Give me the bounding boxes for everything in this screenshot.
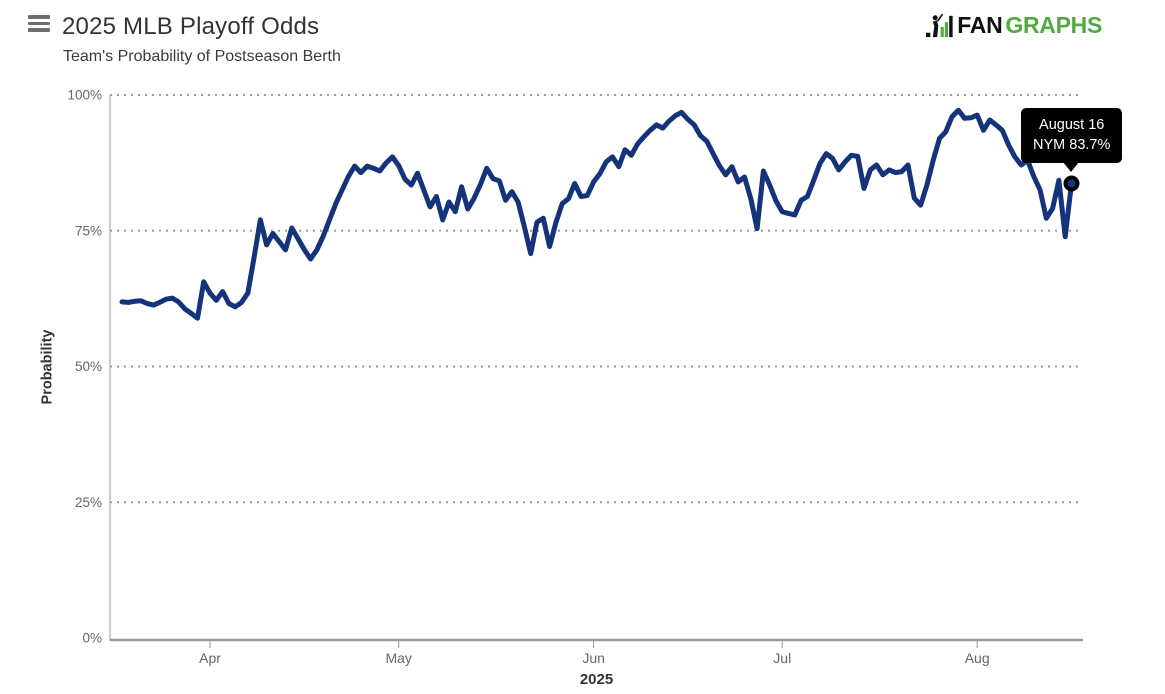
fangraphs-logo[interactable]: FAN GRAPHS <box>925 12 1102 39</box>
x-tick-label: Jun <box>582 650 605 666</box>
x-axis-year-label: 2025 <box>579 671 614 688</box>
page-title: 2025 MLB Playoff Odds <box>62 13 320 40</box>
x-tick-label: Jul <box>773 650 791 666</box>
tooltip-date: August 16 <box>1039 117 1105 133</box>
y-tick-label: 50% <box>75 359 102 374</box>
logo-text-graphs: GRAPHS <box>1005 12 1102 38</box>
highlighted-data-point[interactable] <box>1063 175 1080 192</box>
y-tick-label: 100% <box>67 88 102 103</box>
odds-series-line[interactable] <box>119 107 1074 321</box>
y-tick-label: 75% <box>75 223 102 238</box>
logo-text-fan: FAN <box>957 12 1003 38</box>
y-tick-label: 25% <box>75 495 102 510</box>
fangraphs-batter-icon <box>926 13 953 38</box>
y-tick-label: 0% <box>82 631 102 646</box>
x-tick-label: May <box>385 650 411 666</box>
x-tick-label: Apr <box>199 650 221 666</box>
x-tick-label: Aug <box>965 650 990 666</box>
page-subtitle: Team's Probability of Postseason Berth <box>63 48 341 65</box>
tooltip-value: NYM 83.7% <box>1033 137 1111 153</box>
chart-menu-icon[interactable] <box>28 15 50 33</box>
tooltip: August 16 NYM 83.7% <box>1021 108 1123 172</box>
